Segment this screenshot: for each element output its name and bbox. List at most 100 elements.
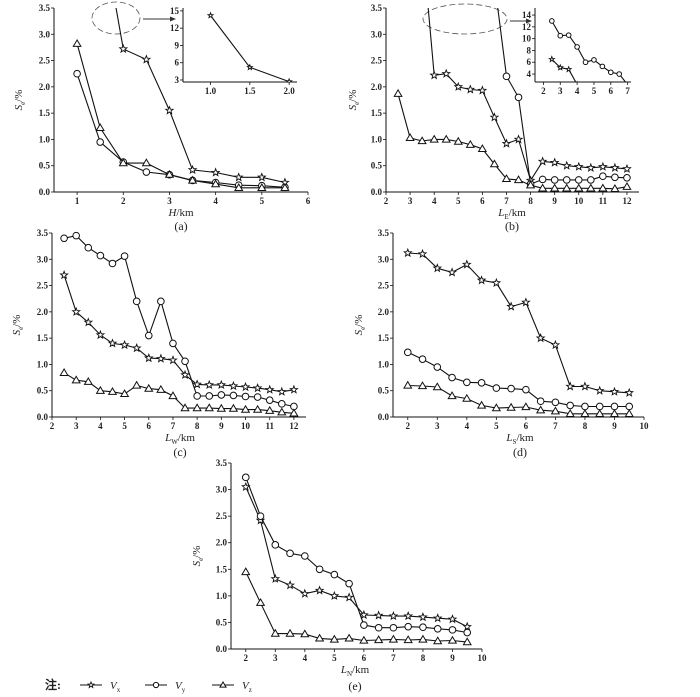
point-Vx xyxy=(585,162,596,172)
x-tick-label: 7 xyxy=(553,421,558,431)
y-tick-label: 3.5 xyxy=(371,3,383,13)
x-tick-label: 4 xyxy=(98,421,103,431)
y-tick-label: 0.0 xyxy=(39,187,51,197)
point-Vy xyxy=(345,579,353,588)
point-Vz xyxy=(388,634,399,643)
inset-x-tick-label: 5 xyxy=(592,86,597,96)
point-Vx xyxy=(119,339,130,350)
x-tick-label: 6 xyxy=(306,196,311,206)
point-Vy xyxy=(419,623,427,632)
point-Vx xyxy=(609,386,620,396)
x-tick-label: 11 xyxy=(265,421,274,431)
y-tick-label: 3.0 xyxy=(378,254,390,264)
y-axis-label: Se/% xyxy=(191,546,205,567)
x-tick-label: 10 xyxy=(640,421,650,431)
point-Vz xyxy=(156,384,166,393)
series-Vy xyxy=(60,231,298,411)
x-axis-label-sub: W xyxy=(171,438,178,446)
point-Vz xyxy=(144,383,154,392)
point-Vy xyxy=(463,378,471,387)
x-axis-label-main: H xyxy=(167,207,177,219)
y-tick-label: 0.5 xyxy=(216,617,228,627)
point-Vx xyxy=(521,297,531,307)
point-Vy xyxy=(536,397,545,406)
inset-point-Vy xyxy=(591,57,597,63)
y-tick-label: 3.0 xyxy=(216,485,228,495)
point-Vy xyxy=(581,402,589,411)
x-tick-label: 4 xyxy=(303,653,308,663)
point-Vx xyxy=(501,138,512,148)
inset-point-Vx xyxy=(556,63,565,71)
point-Vz xyxy=(141,158,152,167)
point-Vz xyxy=(580,409,590,418)
point-Vz xyxy=(525,180,536,189)
point-Vy xyxy=(522,385,530,394)
point-Vy xyxy=(73,69,81,78)
x-tick-label: 9 xyxy=(219,421,224,431)
line-Vy xyxy=(63,234,295,408)
point-Vz xyxy=(71,375,81,384)
inset-y-tick-label: 8 xyxy=(527,45,532,55)
inset-point-Vy xyxy=(574,44,580,50)
y-tick-label: 2.0 xyxy=(37,307,49,317)
y-tick-label: 0.0 xyxy=(371,187,383,197)
point-Vy xyxy=(241,392,250,401)
inset-point-Vy xyxy=(582,59,589,66)
point-Vz xyxy=(403,380,413,389)
point-Vy xyxy=(566,401,574,410)
point-Vz xyxy=(216,403,227,412)
y-tick-label: 0.0 xyxy=(216,644,228,654)
y-tick-label: 0.5 xyxy=(378,386,390,396)
point-Vx xyxy=(71,306,82,316)
point-Vy xyxy=(193,392,201,400)
inset-b: 2 3 4 5 6 7 4 6 810 12 14 xyxy=(522,8,631,96)
point-Vz xyxy=(609,409,620,418)
point-Vz xyxy=(168,391,178,400)
series-Vx xyxy=(59,269,299,396)
point-Vx xyxy=(477,85,488,95)
point-Vz xyxy=(595,409,605,418)
x-tick-label: 5 xyxy=(332,653,337,663)
point-Vz xyxy=(314,633,325,642)
series-Vy xyxy=(73,69,289,192)
point-Vz xyxy=(586,183,596,192)
point-Vy xyxy=(433,363,442,371)
x-axis-label-main: L xyxy=(340,664,347,676)
y-tick-label: 0.0 xyxy=(378,412,390,422)
x-axis-label-unit: /km xyxy=(516,432,534,444)
point-Vz xyxy=(549,183,560,192)
point-Vx xyxy=(453,81,464,91)
inset-line-Vx xyxy=(551,58,577,82)
legend-star-icon xyxy=(86,680,96,689)
x-tick-label: 8 xyxy=(195,421,200,431)
point-Vz xyxy=(83,376,93,385)
point-Vy xyxy=(492,384,501,392)
point-Vz xyxy=(489,159,500,168)
point-Vy xyxy=(574,176,583,184)
inset-point-Vx xyxy=(576,80,578,82)
y-axis-label: Se/% xyxy=(13,90,27,111)
series-Vz xyxy=(241,567,472,646)
point-Vy xyxy=(404,622,412,631)
x-axis-label: LW/km xyxy=(164,432,195,446)
x-axis-label-unit: /km xyxy=(176,207,194,219)
line-Vy xyxy=(407,351,630,408)
series-Vy xyxy=(497,8,631,188)
legend-label: Vx xyxy=(110,680,121,694)
inset-y-tick-label: 10 xyxy=(522,34,532,44)
x-tick-label: 3 xyxy=(408,196,413,206)
y-tick-label: 2.5 xyxy=(371,56,383,66)
inset-point-Vx xyxy=(206,11,215,19)
point-Vx xyxy=(204,379,215,390)
point-Vx xyxy=(168,355,178,365)
point-Vx xyxy=(180,369,190,380)
point-Vy xyxy=(286,549,294,558)
y-axis-label-sub: e xyxy=(19,102,27,105)
legend-label-main: V xyxy=(242,680,250,692)
point-Vz xyxy=(59,368,69,376)
x-tick-label: 5 xyxy=(260,196,265,206)
inset-y-tick-label: 9 xyxy=(175,40,180,50)
x-axis-label-sub: E xyxy=(504,213,508,221)
x-axis-label-unit: /km xyxy=(178,432,196,444)
x-tick-label: 8 xyxy=(421,653,426,663)
